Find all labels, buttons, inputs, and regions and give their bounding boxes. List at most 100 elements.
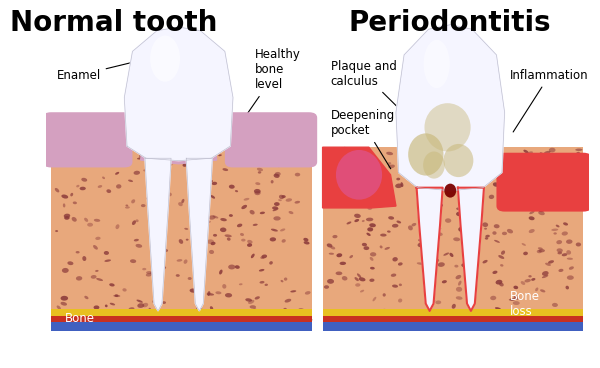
Text: Periodontitis: Periodontitis: [349, 9, 551, 37]
Ellipse shape: [86, 152, 93, 156]
Ellipse shape: [70, 321, 74, 325]
Ellipse shape: [229, 214, 233, 217]
Ellipse shape: [211, 310, 218, 315]
Ellipse shape: [335, 191, 341, 195]
Ellipse shape: [437, 204, 443, 207]
Ellipse shape: [257, 168, 263, 171]
Ellipse shape: [386, 152, 393, 155]
Ellipse shape: [142, 268, 146, 270]
Ellipse shape: [489, 195, 494, 199]
Ellipse shape: [329, 253, 334, 255]
Ellipse shape: [324, 285, 329, 289]
Ellipse shape: [529, 275, 532, 277]
Ellipse shape: [73, 201, 77, 204]
Ellipse shape: [557, 185, 561, 188]
Ellipse shape: [548, 260, 554, 263]
Ellipse shape: [211, 242, 215, 245]
Ellipse shape: [286, 198, 292, 202]
Ellipse shape: [562, 231, 568, 236]
Ellipse shape: [558, 176, 562, 179]
Ellipse shape: [160, 323, 165, 326]
Ellipse shape: [425, 206, 428, 208]
Ellipse shape: [340, 168, 344, 172]
Ellipse shape: [493, 156, 499, 159]
Ellipse shape: [158, 173, 166, 177]
Ellipse shape: [449, 253, 454, 257]
Ellipse shape: [151, 234, 155, 237]
Ellipse shape: [524, 207, 528, 210]
Ellipse shape: [532, 187, 536, 191]
Ellipse shape: [369, 223, 376, 227]
Ellipse shape: [430, 299, 435, 303]
Ellipse shape: [493, 319, 497, 321]
Ellipse shape: [250, 305, 256, 309]
Ellipse shape: [347, 181, 352, 184]
Ellipse shape: [61, 302, 67, 306]
Ellipse shape: [524, 279, 531, 283]
Ellipse shape: [220, 218, 227, 221]
Ellipse shape: [258, 171, 261, 174]
Ellipse shape: [66, 146, 71, 150]
Ellipse shape: [498, 168, 502, 170]
Ellipse shape: [336, 150, 382, 199]
Ellipse shape: [544, 151, 551, 154]
Ellipse shape: [388, 164, 395, 168]
Ellipse shape: [575, 149, 583, 151]
Ellipse shape: [454, 265, 458, 268]
Ellipse shape: [553, 232, 557, 235]
Ellipse shape: [270, 237, 276, 241]
Ellipse shape: [260, 281, 265, 284]
Ellipse shape: [388, 162, 391, 165]
Ellipse shape: [350, 174, 356, 177]
Ellipse shape: [245, 298, 252, 302]
Ellipse shape: [547, 325, 551, 328]
Ellipse shape: [64, 216, 70, 220]
Ellipse shape: [240, 233, 244, 236]
Ellipse shape: [211, 195, 215, 199]
Ellipse shape: [134, 239, 139, 241]
Ellipse shape: [212, 145, 218, 148]
Polygon shape: [458, 188, 484, 311]
Ellipse shape: [475, 205, 482, 210]
Ellipse shape: [146, 196, 152, 200]
Ellipse shape: [440, 182, 446, 187]
Polygon shape: [124, 27, 233, 161]
Ellipse shape: [131, 199, 135, 204]
Ellipse shape: [439, 171, 442, 173]
Ellipse shape: [463, 175, 466, 177]
Ellipse shape: [122, 288, 127, 291]
Ellipse shape: [388, 216, 394, 220]
Ellipse shape: [76, 251, 80, 254]
Ellipse shape: [542, 271, 548, 276]
Ellipse shape: [232, 134, 236, 137]
Ellipse shape: [520, 321, 526, 326]
Ellipse shape: [364, 246, 369, 250]
Ellipse shape: [278, 164, 283, 167]
Ellipse shape: [567, 317, 572, 321]
Ellipse shape: [265, 284, 268, 286]
Ellipse shape: [141, 204, 146, 207]
Ellipse shape: [482, 260, 488, 263]
Ellipse shape: [296, 324, 299, 327]
Ellipse shape: [540, 289, 545, 293]
Ellipse shape: [329, 321, 335, 325]
Ellipse shape: [136, 219, 139, 222]
Ellipse shape: [362, 220, 365, 222]
Ellipse shape: [551, 229, 558, 231]
Ellipse shape: [247, 150, 254, 154]
Ellipse shape: [523, 150, 529, 153]
Ellipse shape: [398, 262, 403, 266]
Ellipse shape: [60, 137, 65, 140]
Ellipse shape: [181, 199, 184, 204]
Ellipse shape: [87, 321, 92, 325]
Ellipse shape: [408, 226, 413, 230]
Ellipse shape: [443, 252, 449, 256]
Ellipse shape: [513, 301, 520, 305]
Ellipse shape: [245, 323, 250, 325]
Ellipse shape: [383, 309, 388, 312]
Ellipse shape: [367, 233, 371, 236]
Ellipse shape: [162, 266, 166, 270]
Ellipse shape: [109, 125, 112, 130]
Ellipse shape: [325, 166, 331, 169]
Ellipse shape: [148, 308, 151, 312]
